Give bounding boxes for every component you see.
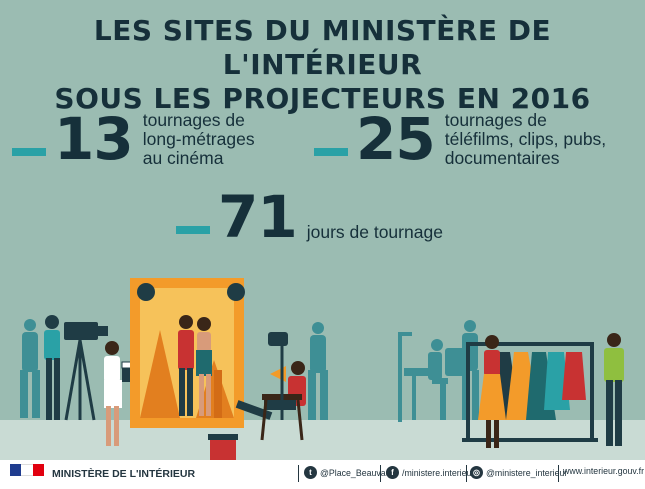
- stat-description: tournages de long-métrages au cinéma: [142, 109, 255, 168]
- footer-separator: [298, 465, 299, 482]
- stat-description-line: documentaires: [444, 147, 560, 168]
- stat-description-line: tournages de: [444, 109, 547, 130]
- facebook-icon: f: [386, 466, 399, 479]
- stat-description-line: long-métrages: [142, 128, 255, 149]
- facebook-handle: /ministere.interieur: [402, 467, 475, 478]
- stat-dash: [176, 226, 210, 234]
- stat-dash: [314, 148, 348, 156]
- stat-description-line: jours de tournage: [306, 222, 443, 242]
- crew-silhouettes: [20, 319, 479, 422]
- stat-tv-clips: 25 tournages de téléfilms, clips, pubs, …: [314, 110, 606, 168]
- footer-separator: [558, 465, 559, 482]
- page-title: LES SITES DU MINISTÈRE DE L'INTÉRIEUR SO…: [0, 14, 645, 116]
- actors-couple: [178, 315, 212, 416]
- twitter-icon: t: [304, 466, 317, 479]
- title-line-1: LES SITES DU MINISTÈRE DE L'INTÉRIEUR: [93, 14, 552, 81]
- stat-description: jours de tournage: [307, 223, 443, 242]
- camera-operator: [44, 315, 108, 421]
- title-line-2: SOUS LES PROJECTEURS EN 2016: [54, 82, 591, 115]
- republic-logo: [10, 464, 44, 476]
- stat-shooting-days: 71 jours de tournage: [176, 188, 443, 246]
- stat-description-line: au cinéma: [142, 147, 224, 168]
- twitter-handle: @Place_Beauvau: [320, 467, 391, 478]
- stat-value: 13: [54, 105, 134, 173]
- stat-description: tournages de téléfilms, clips, pubs, doc…: [444, 109, 607, 168]
- stat-dash: [12, 148, 46, 156]
- stat-feature-films: 13 tournages de long-métrages au cinéma: [12, 110, 255, 168]
- website-url: www.interieur.gouv.fr: [563, 466, 644, 476]
- facebook-link[interactable]: f /ministere.interieur: [386, 466, 474, 479]
- spotlight: [268, 332, 288, 420]
- footer: [0, 460, 645, 489]
- website-link[interactable]: www.interieur.gouv.fr: [563, 466, 644, 476]
- instagram-icon: ◎: [470, 466, 483, 479]
- stat-description-line: tournages de: [142, 109, 245, 130]
- stat-value: 25: [356, 105, 436, 173]
- assistant-person: [604, 333, 624, 446]
- twitter-link[interactable]: t @Place_Beauvau: [304, 466, 391, 479]
- film-set-illustration: [20, 278, 624, 462]
- stat-description-line: téléfilms, clips, pubs,: [444, 128, 607, 149]
- stat-value: 71: [218, 183, 298, 251]
- footer-separator: [380, 465, 381, 482]
- instagram-handle: @ministere_interieur: [486, 467, 568, 478]
- ministry-name: MINISTÈRE DE L'INTÉRIEUR: [52, 468, 196, 480]
- costume-person: [478, 335, 506, 448]
- instagram-link[interactable]: ◎ @ministere_interieur: [470, 466, 567, 479]
- footer-separator: [466, 465, 467, 482]
